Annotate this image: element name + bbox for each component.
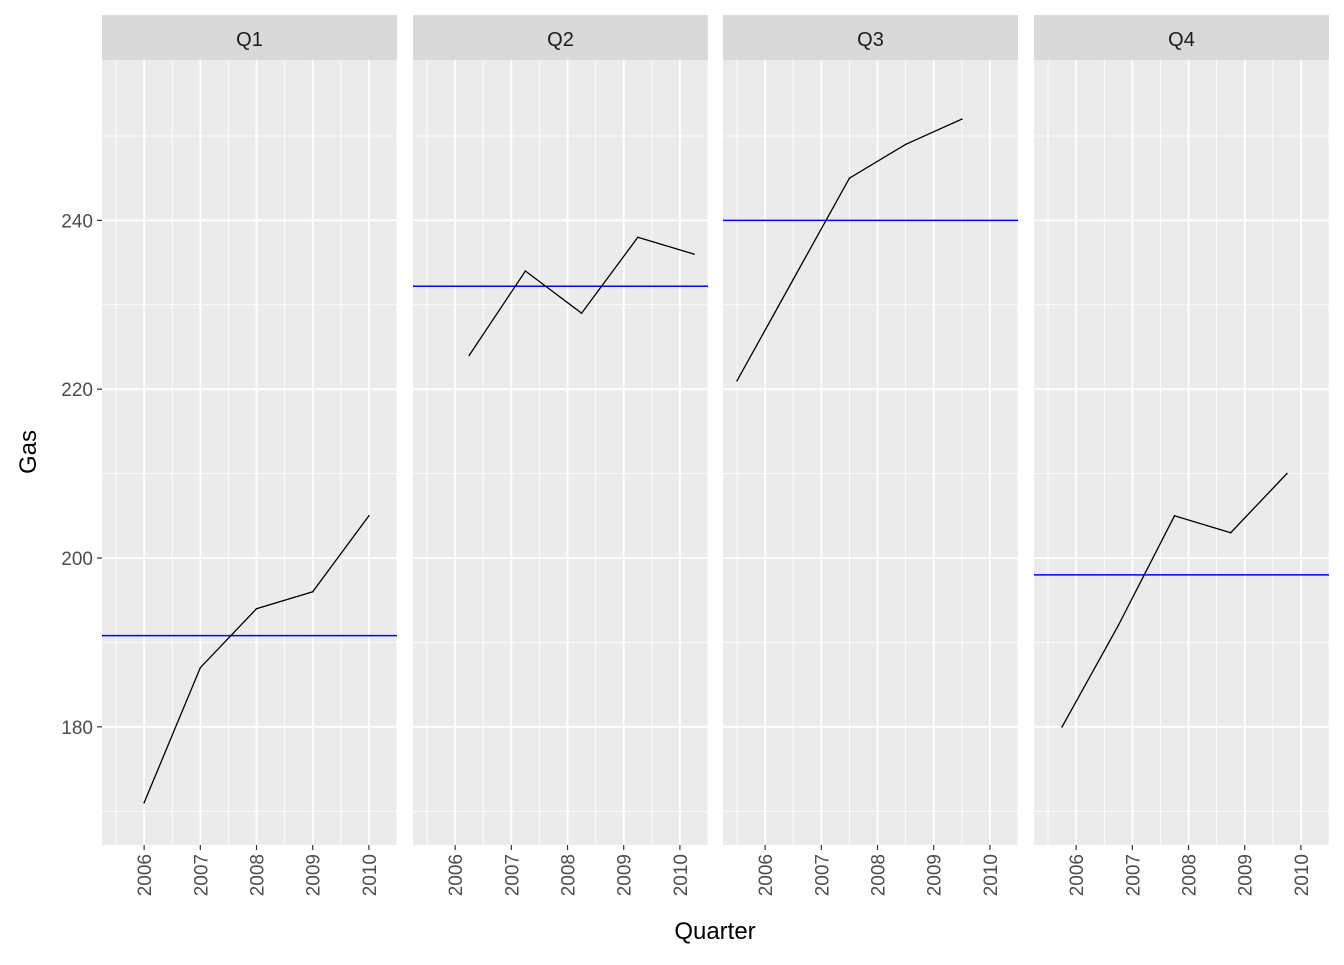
y-tick-label: 200 (61, 549, 93, 570)
facet-panels: Q1 2006 2007 2008 2009 2010 Q2 2006 2007 2008 2009… (102, 15, 1330, 896)
y-tick-label: 220 (61, 380, 93, 401)
data-point (1173, 515, 1176, 517)
x-tick-label: 2008 (869, 854, 890, 896)
x-tick-label: 2008 (1180, 854, 1201, 896)
x-tick-label: 2008 (559, 854, 580, 896)
facet-panel-q2: Q2 2006 2007 2008 2009 2010 (413, 15, 709, 896)
facet-strip (723, 15, 1018, 60)
x-tick-label: 2007 (502, 854, 523, 896)
data-point (368, 515, 370, 517)
y-axis: 180 200 220 240 (61, 211, 102, 739)
data-point (961, 118, 963, 120)
y-tick-label: 180 (61, 718, 93, 739)
data-point (736, 379, 738, 382)
facet-strip-label: Q3 (857, 29, 884, 51)
x-tick-label: 2009 (1236, 854, 1257, 896)
x-tick-label: 2006 (135, 854, 156, 896)
data-point (468, 354, 470, 357)
x-axis-title: Quarter (674, 918, 755, 945)
x-tick-label: 2010 (360, 854, 381, 896)
x-tick-label: 2007 (812, 854, 833, 896)
x-tick-label: 2006 (446, 854, 467, 896)
facet-panel-q1: Q1 2006 2007 2008 2009 2010 (102, 15, 398, 896)
data-point (199, 666, 202, 669)
data-point (311, 590, 314, 593)
panel-background (1034, 60, 1329, 845)
y-axis-title: Gas (15, 430, 42, 474)
data-point (255, 607, 258, 610)
data-point (1229, 531, 1232, 534)
facet-panel-q3: Q3 2006 2007 2008 2009 2010 (723, 15, 1019, 896)
x-tick-label: 2010 (1292, 854, 1313, 896)
x-tick-label: 2009 (615, 854, 636, 896)
data-point (143, 801, 145, 804)
facet-strip (1034, 15, 1329, 60)
x-tick-label: 2010 (981, 854, 1002, 896)
data-point (1061, 726, 1063, 728)
data-point (1286, 472, 1288, 475)
data-point (636, 236, 639, 239)
x-tick-label: 2009 (304, 854, 325, 896)
facet-strip (102, 15, 397, 60)
data-point (1117, 624, 1120, 627)
panel-background (102, 60, 397, 845)
data-point (848, 177, 851, 179)
x-tick-label: 2010 (671, 854, 692, 896)
facet-strip (413, 15, 708, 60)
panel-background (413, 60, 708, 845)
x-tick-label: 2006 (756, 854, 777, 896)
facet-strip-label: Q4 (1168, 29, 1195, 51)
x-tick-label: 2007 (191, 854, 212, 896)
data-point (524, 270, 527, 272)
x-tick-label: 2007 (1123, 854, 1144, 896)
y-tick-label: 240 (61, 211, 93, 232)
data-point (693, 253, 695, 255)
facet-strip-label: Q2 (547, 29, 574, 51)
x-tick-label: 2009 (925, 854, 946, 896)
data-point (580, 312, 583, 315)
panel-background (723, 60, 1018, 845)
x-tick-label: 2008 (248, 854, 269, 896)
data-point (904, 143, 907, 146)
facet-strip-label: Q1 (236, 29, 263, 51)
x-tick-label: 2006 (1067, 854, 1088, 896)
data-point (792, 278, 795, 281)
facet-panel-q4: Q4 2006 2007 2008 2009 2010 (1034, 15, 1330, 896)
